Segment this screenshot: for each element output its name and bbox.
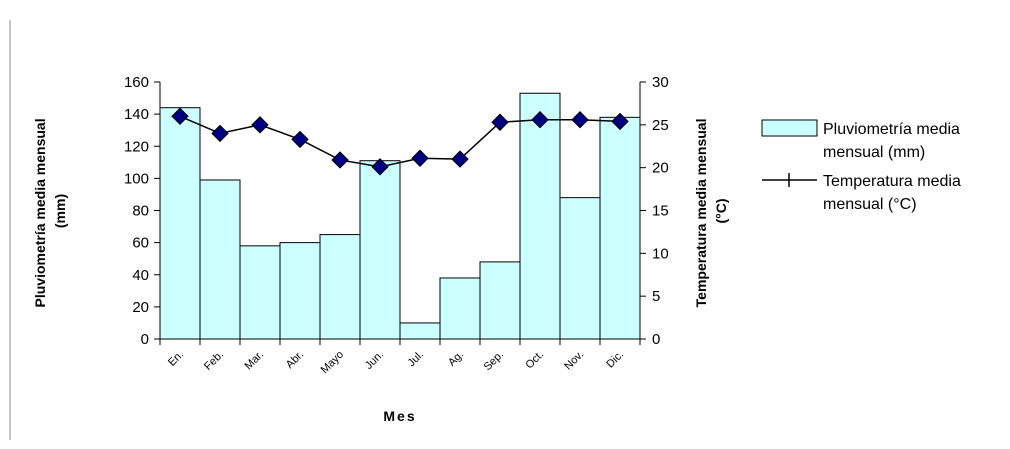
y-left-tick-label-80: 80 bbox=[132, 203, 149, 220]
bar-10 bbox=[559, 197, 601, 340]
temperature-point-3 bbox=[291, 130, 309, 149]
x-tick-label-0: En. bbox=[166, 349, 186, 369]
x-tick-label-5: Jun. bbox=[363, 349, 386, 372]
temperature-point-11 bbox=[611, 112, 629, 131]
x-tick-label-4: Mayo bbox=[319, 349, 347, 377]
bar-2 bbox=[239, 245, 281, 340]
legend-line-label-line-2: mensual (°C) bbox=[823, 196, 917, 213]
bar-4 bbox=[319, 234, 361, 340]
axes: 0 20 40 60 80 100 120 140 160 0 5 10 15 20 25 30 bbox=[124, 74, 669, 348]
y-right-axis-title: Temperatura media mensual (°C) bbox=[693, 115, 729, 308]
legend-line-label: Temperatura media mensual (°C) bbox=[823, 173, 965, 213]
y-right-tick-label-20: 20 bbox=[652, 160, 669, 177]
y-left-title-line-2: (mm) bbox=[52, 194, 68, 228]
x-tick-label-3: Abr. bbox=[284, 349, 306, 371]
temperature-point-4 bbox=[331, 151, 349, 169]
y-left-tick-label-0: 0 bbox=[141, 331, 149, 348]
temperature-point-0 bbox=[171, 107, 189, 125]
bar-9 bbox=[519, 92, 561, 340]
legend-bar-label-line-1: Pluviometría media bbox=[823, 121, 960, 138]
bar-7 bbox=[439, 277, 481, 340]
bar-1 bbox=[199, 179, 241, 340]
x-axis-title: Mes bbox=[383, 408, 416, 424]
bar-11 bbox=[599, 116, 641, 340]
temperature-point-5 bbox=[371, 158, 389, 176]
x-tick-label-11: Dic. bbox=[604, 349, 626, 371]
bar-0 bbox=[159, 107, 201, 340]
legend-line-label-line-1: Temperatura media bbox=[823, 173, 961, 190]
temperature-point-1 bbox=[211, 124, 229, 143]
y-right-tick-label-15: 15 bbox=[652, 203, 669, 220]
y-left-title-line-1: Pluviometría media mensual bbox=[32, 118, 48, 307]
x-tick-labels: En. Feb. Mar. Abr. Mayo Jun. Jul. Ag. Sep. Oct. No… bbox=[166, 349, 626, 377]
x-tick-label-7: Ag. bbox=[446, 349, 466, 369]
y-left-tick-label-140: 140 bbox=[124, 106, 149, 123]
bar-5 bbox=[359, 160, 401, 340]
rain-bars bbox=[159, 92, 641, 340]
legend: Pluviometría media mensual (mm) Temperat… bbox=[761, 119, 965, 213]
y-left-tick-label-120: 120 bbox=[124, 138, 149, 155]
x-tick-label-2: Mar. bbox=[242, 349, 266, 373]
y-right-tick-label-30: 30 bbox=[652, 74, 669, 91]
y-right-title-line-2: (°C) bbox=[713, 198, 729, 223]
temperature-point-9 bbox=[531, 110, 549, 129]
temperature-point-6 bbox=[411, 149, 429, 167]
legend-bar-label-line-2: mensual (mm) bbox=[823, 144, 925, 161]
x-tick-label-6: Jul. bbox=[406, 349, 427, 370]
x-tick-label-10: Nov. bbox=[562, 349, 586, 373]
y-right-title-line-1: Temperatura media mensual bbox=[693, 119, 709, 308]
legend-bar-label: Pluviometría media mensual (mm) bbox=[823, 121, 964, 161]
bar-8 bbox=[479, 261, 521, 340]
temperature-line bbox=[171, 107, 629, 176]
temperature-point-8 bbox=[491, 113, 509, 131]
y-left-tick-label-100: 100 bbox=[124, 170, 149, 187]
y-right-tick-label-0: 0 bbox=[652, 331, 660, 348]
y-left-tick-label-40: 40 bbox=[132, 267, 149, 284]
y-right-tick-label-25: 25 bbox=[652, 117, 669, 134]
x-tick-label-1: Feb. bbox=[202, 349, 226, 373]
bar-6 bbox=[399, 322, 441, 340]
y-right-tick-label-10: 10 bbox=[652, 245, 669, 262]
y-left-tick-label-60: 60 bbox=[132, 235, 149, 252]
temperature-point-7 bbox=[451, 150, 469, 168]
temperature-point-2 bbox=[251, 116, 269, 134]
y-right-tick-label-5: 5 bbox=[652, 288, 660, 305]
x-tick-label-9: Oct. bbox=[523, 349, 546, 372]
temperature-point-10 bbox=[571, 110, 589, 129]
x-tick-label-8: Sep. bbox=[482, 349, 506, 373]
legend-bar-swatch bbox=[761, 119, 818, 137]
y-left-tick-label-20: 20 bbox=[132, 299, 149, 316]
y-left-tick-label-160: 160 bbox=[124, 74, 149, 91]
axis-titles: Mes Pluviometría media mensual (mm) Temp… bbox=[32, 115, 729, 424]
y-left-axis-title: Pluviometría media mensual (mm) bbox=[32, 115, 68, 308]
bar-3 bbox=[279, 242, 321, 340]
